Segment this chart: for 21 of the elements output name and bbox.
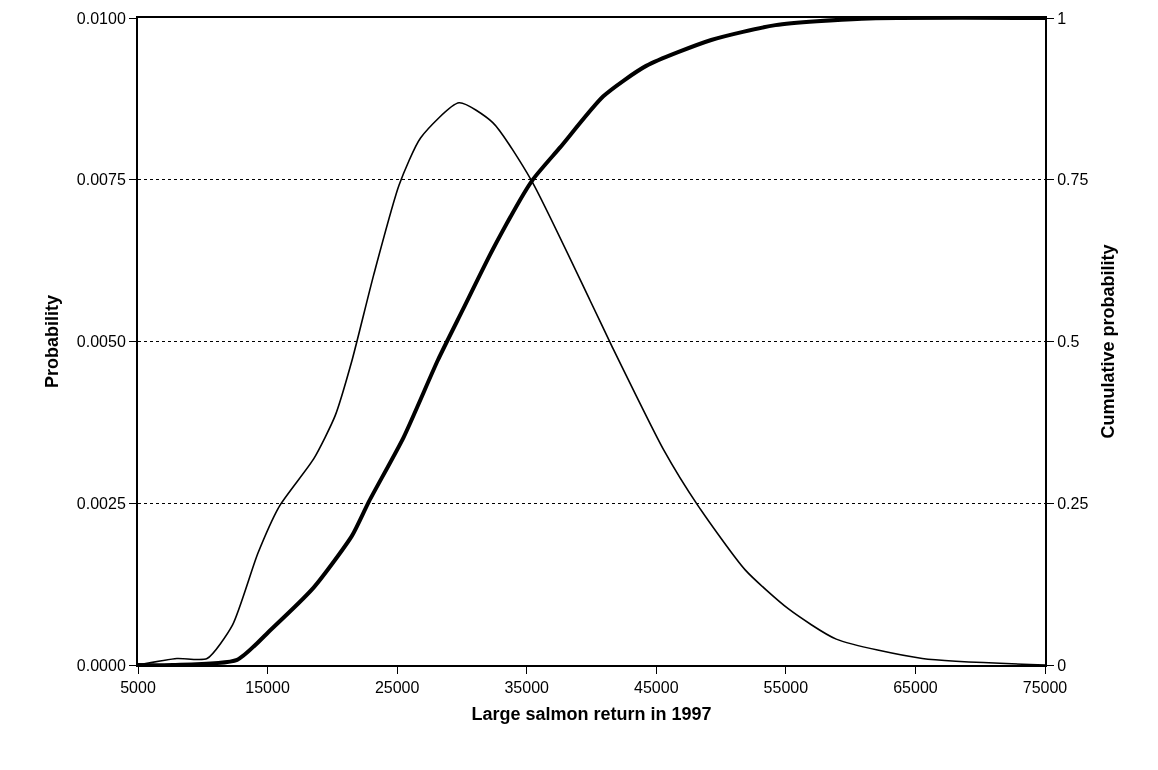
y-tick-label: 0.0050 <box>76 333 126 351</box>
y2-tick-label: 0.5 <box>1057 333 1080 351</box>
x-tick-label: 75000 <box>1022 679 1068 697</box>
y-tick-label: 0.0025 <box>76 494 126 512</box>
y2-axis-title: Cumulative probability <box>1098 244 1119 439</box>
y2-tick-label: 0 <box>1057 656 1067 674</box>
x-tick-label: 25000 <box>374 679 420 697</box>
x-tick-label: 65000 <box>893 679 938 697</box>
x-axis-title: Large salmon return in 1997 <box>471 703 712 724</box>
x-tick-label: 15000 <box>245 679 290 697</box>
y2-tick-label: 1 <box>1057 9 1067 27</box>
y-tick-label: 0.0075 <box>76 171 126 189</box>
y-tick-label: 0.0000 <box>76 656 126 674</box>
y2-tick-label: 0.75 <box>1057 171 1089 189</box>
x-tick-label: 5000 <box>120 679 156 697</box>
x-tick-label: 55000 <box>763 679 809 697</box>
x-tick-label: 35000 <box>504 679 550 697</box>
y-tick-label: 0.0100 <box>76 9 126 27</box>
y-axis-title: Probability <box>41 294 62 389</box>
y2-tick-label: 0.25 <box>1057 494 1089 512</box>
x-tick-label: 45000 <box>634 679 679 697</box>
